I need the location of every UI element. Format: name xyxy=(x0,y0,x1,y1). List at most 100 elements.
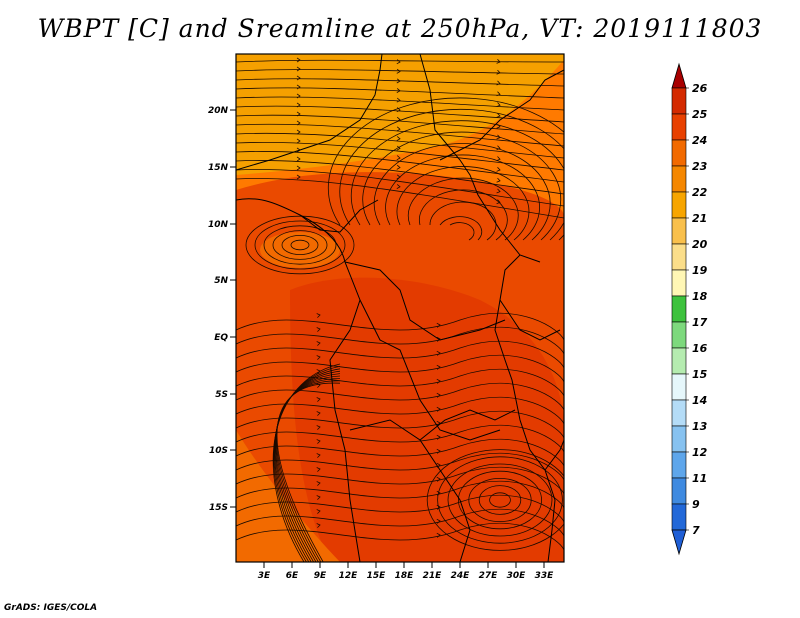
lon-tick-label: 33E xyxy=(535,571,555,581)
streamline xyxy=(290,239,310,251)
streamline xyxy=(236,96,564,111)
streamline xyxy=(449,222,475,241)
colorbar-segment xyxy=(671,503,687,531)
streamline-arrow xyxy=(436,364,441,370)
streamlines xyxy=(236,57,564,562)
streamline-arrow xyxy=(316,397,321,402)
streamline-arrow xyxy=(316,509,321,514)
streamline xyxy=(419,189,508,241)
colorbar-label: 9 xyxy=(692,498,700,511)
streamline-arrow xyxy=(396,164,401,170)
streamline-arrow xyxy=(396,97,401,103)
streamline-arrow xyxy=(296,57,301,63)
streamline xyxy=(457,470,542,530)
streamline-arrow xyxy=(496,156,501,161)
colorbar-label: 12 xyxy=(692,446,708,459)
streamline-arrow xyxy=(296,111,301,117)
streamline-arrow xyxy=(496,91,501,97)
streamline-arrow xyxy=(296,120,301,126)
streamline-arrow xyxy=(296,93,301,99)
colorbar-label: 11 xyxy=(692,472,707,485)
lon-tick-label: 30E xyxy=(507,571,527,581)
streamline xyxy=(447,463,553,537)
lat-tick-label: 5N xyxy=(214,276,228,286)
colorbar: 26 25 24 23 22 21 20 19 18 17 16 15 14 13 12 11 9 7 xyxy=(671,62,708,556)
streamline xyxy=(350,120,564,241)
streamline-arrow xyxy=(396,155,401,161)
streamline xyxy=(426,449,564,551)
streamline xyxy=(478,485,522,515)
streamline xyxy=(236,169,564,207)
colorbar-segment xyxy=(671,347,687,375)
lat-tick-label: 15S xyxy=(209,503,228,513)
lon-tick-label: 3E xyxy=(258,571,271,581)
lat-tick-label: 15N xyxy=(208,163,229,173)
streamline xyxy=(468,477,532,522)
streamline xyxy=(339,108,564,241)
coastlines-and-borders xyxy=(236,54,564,562)
streamline xyxy=(489,492,511,508)
streamline-arrow xyxy=(316,313,321,318)
streamline xyxy=(236,368,564,397)
streamline-arrow xyxy=(436,406,441,412)
coastline xyxy=(439,69,564,161)
colorbar-segment xyxy=(671,373,687,401)
streamline xyxy=(236,69,564,75)
streamline xyxy=(236,340,564,369)
streamline xyxy=(407,177,519,241)
streamline xyxy=(236,396,564,425)
streamline xyxy=(437,456,563,544)
streamline xyxy=(396,166,530,241)
streamline xyxy=(236,522,564,551)
streamline-arrow xyxy=(496,177,501,183)
colorbar-segment xyxy=(671,321,687,349)
streamline-arrow xyxy=(496,188,501,194)
streamline-arrow xyxy=(296,165,301,171)
coastline xyxy=(499,299,561,341)
streamline xyxy=(373,143,551,241)
streamline-arrow xyxy=(296,75,301,81)
streamline-arrow xyxy=(436,434,441,440)
colorbar-segment xyxy=(671,191,687,219)
colorbar-label: 13 xyxy=(692,420,708,433)
longitude-axis: 3E 6E 9E 12E 15E 18E 21E 24E 27E 30E 33E xyxy=(258,562,554,581)
colorbar-segment xyxy=(671,87,687,115)
streamline xyxy=(236,480,564,509)
lat-tick-label: 20N xyxy=(208,106,229,116)
streamline-arrow xyxy=(316,341,321,346)
colorbar-label: 26 xyxy=(692,82,708,95)
colorbar-label: 14 xyxy=(692,394,707,407)
streamline-arrow xyxy=(316,495,321,500)
colorbar-segment xyxy=(671,425,687,453)
streamline-arrow xyxy=(296,129,301,135)
coastline xyxy=(344,261,506,341)
coastline xyxy=(236,198,361,562)
streamline xyxy=(236,160,564,195)
streamline xyxy=(236,141,564,171)
streamline xyxy=(254,220,346,270)
streamline-arrow xyxy=(296,66,301,72)
streamline-arrow xyxy=(496,80,501,86)
streamline xyxy=(236,312,564,341)
streamline-arrow xyxy=(316,355,321,360)
lat-tick-label: 5S xyxy=(215,390,228,400)
streamline-arrow xyxy=(496,145,501,151)
streamline-arrow xyxy=(396,116,401,122)
streamline-arrow xyxy=(396,59,401,65)
streamline-arrow xyxy=(436,378,441,384)
streamline-arrow xyxy=(296,138,301,144)
lat-tick-label: EQ xyxy=(214,333,228,343)
colorbar-segment xyxy=(671,477,687,505)
lat-tick-label: 10S xyxy=(209,446,228,456)
lon-tick-label: 21E xyxy=(423,571,443,581)
streamline-arrow xyxy=(436,322,441,328)
colorbar-label: 7 xyxy=(692,524,700,537)
streamline xyxy=(236,438,564,467)
streamline xyxy=(236,105,564,123)
lon-tick-label: 6E xyxy=(286,571,299,581)
streamline xyxy=(236,382,564,411)
streamline xyxy=(236,114,564,135)
coastline xyxy=(359,299,501,441)
field-region xyxy=(236,430,340,562)
streamline xyxy=(385,154,540,241)
